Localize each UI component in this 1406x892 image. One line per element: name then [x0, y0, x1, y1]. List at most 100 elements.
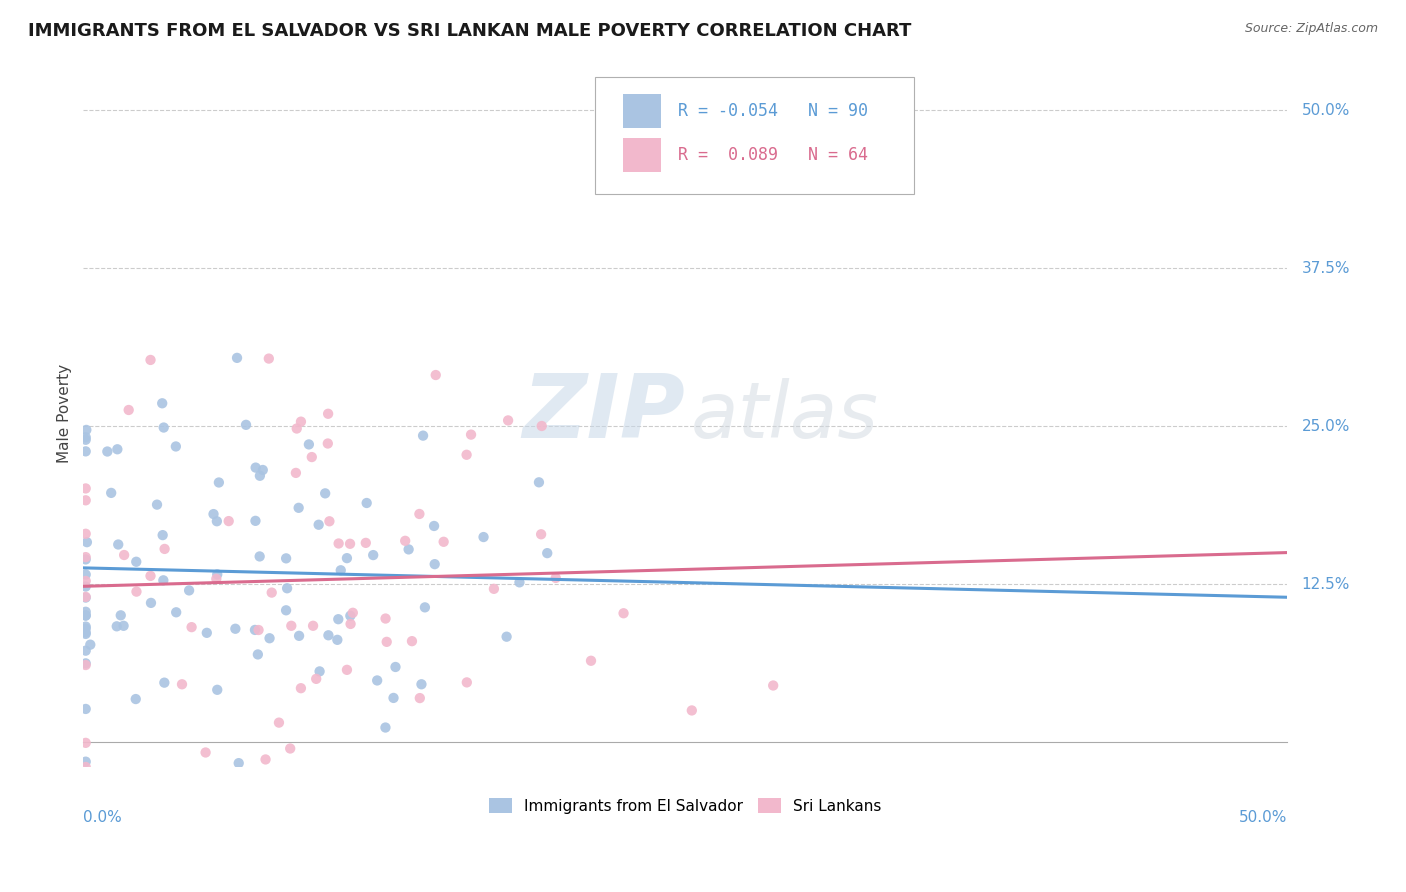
Point	[75, 591, 97, 605]
FancyBboxPatch shape	[623, 138, 661, 172]
Point	[75, 605, 97, 619]
Point	[249, 468, 271, 483]
Point	[336, 663, 359, 677]
Point	[75, 622, 97, 636]
Point	[409, 691, 432, 706]
Point	[495, 630, 517, 644]
Text: 0.0%: 0.0%	[83, 810, 122, 825]
Text: atlas: atlas	[692, 377, 879, 453]
Point	[356, 496, 378, 510]
Point	[152, 574, 174, 588]
Point	[302, 619, 325, 633]
Point	[75, 658, 97, 673]
Point	[536, 546, 558, 560]
Point	[107, 537, 129, 551]
Point	[305, 672, 328, 686]
Point	[205, 572, 228, 586]
Point	[460, 427, 482, 442]
Point	[579, 654, 602, 668]
Point	[139, 353, 162, 368]
Point	[125, 692, 148, 706]
Point	[374, 611, 396, 625]
Point	[401, 634, 423, 648]
Point	[226, 351, 249, 365]
Point	[308, 517, 330, 532]
Point	[411, 677, 433, 691]
Point	[224, 622, 246, 636]
Text: 37.5%: 37.5%	[1302, 260, 1350, 276]
Point	[75, 550, 97, 565]
Point	[456, 675, 478, 690]
Point	[165, 440, 187, 454]
Point	[246, 648, 269, 662]
Point	[326, 632, 349, 647]
Point	[394, 533, 416, 548]
Point	[254, 752, 277, 766]
Point	[274, 551, 297, 566]
Point	[96, 444, 118, 458]
Point	[75, 493, 97, 508]
Point	[125, 584, 148, 599]
Point	[456, 448, 478, 462]
Point	[146, 498, 169, 512]
Point	[75, 608, 97, 623]
Point	[308, 665, 330, 679]
Point	[118, 403, 141, 417]
Point	[280, 619, 302, 633]
Point	[384, 660, 406, 674]
Point	[544, 571, 567, 585]
Point	[249, 549, 271, 564]
Point	[374, 721, 396, 735]
Point	[329, 563, 352, 577]
Point	[412, 428, 434, 442]
Text: ZIP: ZIP	[523, 370, 685, 457]
Point	[301, 450, 323, 464]
Point	[681, 703, 703, 717]
Point	[75, 760, 97, 774]
Point	[75, 702, 97, 716]
Point	[423, 557, 446, 571]
Point	[110, 608, 132, 623]
Point	[105, 619, 128, 633]
Point	[112, 548, 135, 562]
Point	[177, 583, 200, 598]
Point	[290, 681, 312, 696]
Text: 50.0%: 50.0%	[1302, 103, 1350, 118]
Legend: Immigrants from El Salvador, Sri Lankans: Immigrants from El Salvador, Sri Lankans	[482, 791, 887, 820]
Point	[75, 608, 97, 623]
Point	[472, 530, 495, 544]
Point	[612, 607, 634, 621]
Point	[207, 567, 229, 582]
Point	[75, 444, 97, 458]
Point	[375, 635, 398, 649]
Point	[75, 526, 97, 541]
Point	[105, 442, 128, 457]
Point	[408, 507, 430, 521]
Point	[257, 351, 280, 366]
Point	[75, 755, 97, 769]
Point	[152, 420, 174, 434]
Point	[252, 463, 274, 477]
Point	[318, 514, 340, 528]
FancyBboxPatch shape	[623, 94, 661, 128]
Point	[259, 632, 281, 646]
Text: Source: ZipAtlas.com: Source: ZipAtlas.com	[1244, 22, 1378, 36]
Point	[328, 536, 350, 550]
Text: 12.5%: 12.5%	[1302, 576, 1350, 591]
Y-axis label: Male Poverty: Male Poverty	[58, 364, 72, 463]
Point	[165, 605, 187, 619]
Point	[278, 741, 301, 756]
Point	[245, 460, 267, 475]
Point	[382, 690, 405, 705]
Point	[202, 507, 225, 521]
Point	[139, 596, 162, 610]
Point	[75, 627, 97, 641]
Point	[152, 528, 174, 542]
Point	[398, 542, 420, 557]
Point	[75, 552, 97, 566]
Point	[423, 519, 446, 533]
Point	[413, 600, 436, 615]
Point	[267, 715, 290, 730]
Point	[79, 638, 101, 652]
Point	[207, 682, 229, 697]
